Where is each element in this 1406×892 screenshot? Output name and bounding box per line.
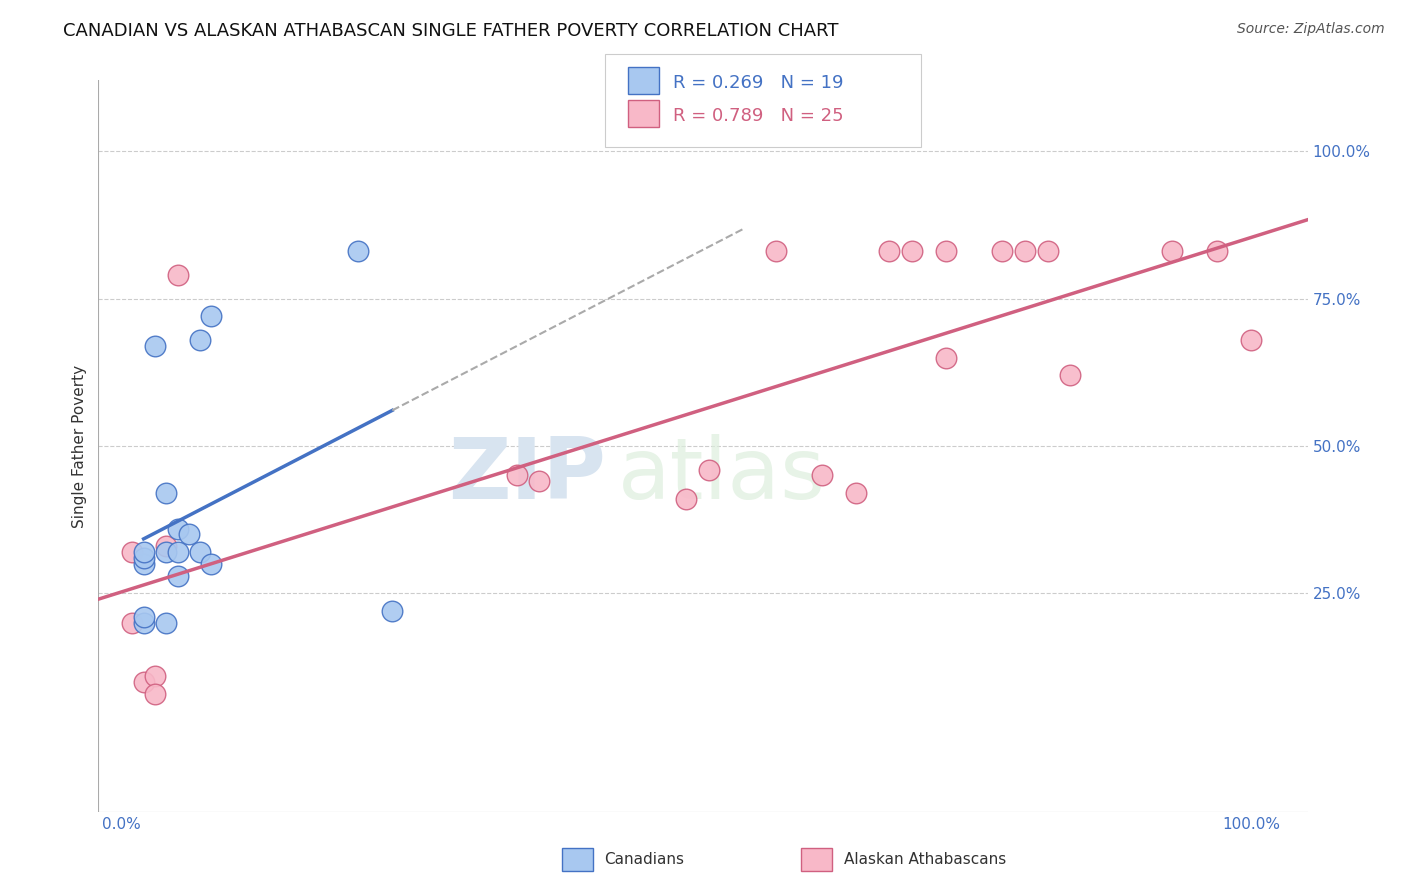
Point	[132, 551, 155, 566]
Point	[132, 675, 155, 690]
Point	[200, 557, 222, 571]
Y-axis label: Single Father Poverty: Single Father Poverty	[72, 365, 87, 527]
Point	[155, 545, 177, 559]
Text: Alaskan Athabascans: Alaskan Athabascans	[844, 853, 1005, 867]
Text: Source: ZipAtlas.com: Source: ZipAtlas.com	[1237, 22, 1385, 37]
Point	[177, 527, 200, 541]
Point	[1240, 333, 1263, 347]
Point	[132, 545, 155, 559]
Text: ZIP: ZIP	[449, 434, 606, 516]
Point	[1014, 244, 1036, 259]
Point	[1059, 368, 1081, 383]
Point	[132, 557, 155, 571]
Point	[1161, 244, 1184, 259]
Text: CANADIAN VS ALASKAN ATHABASCAN SINGLE FATHER POVERTY CORRELATION CHART: CANADIAN VS ALASKAN ATHABASCAN SINGLE FA…	[63, 22, 839, 40]
Point	[143, 687, 166, 701]
Text: R = 0.789   N = 25: R = 0.789 N = 25	[673, 107, 844, 125]
Point	[200, 310, 222, 324]
Point	[845, 486, 868, 500]
Point	[879, 244, 901, 259]
Point	[166, 522, 188, 536]
Point	[991, 244, 1014, 259]
Point	[121, 615, 143, 630]
Text: R = 0.269   N = 19: R = 0.269 N = 19	[673, 74, 844, 92]
Point	[935, 351, 957, 365]
Point	[121, 545, 143, 559]
Point	[155, 539, 177, 553]
Point	[166, 545, 188, 559]
Point	[901, 244, 924, 259]
Point	[188, 545, 211, 559]
Point	[810, 468, 832, 483]
Point	[166, 268, 188, 282]
Text: Canadians: Canadians	[605, 853, 685, 867]
Point	[381, 604, 404, 618]
Point	[132, 615, 155, 630]
Text: atlas: atlas	[619, 434, 827, 516]
Point	[505, 468, 527, 483]
Point	[143, 669, 166, 683]
Point	[166, 568, 188, 582]
Point	[1036, 244, 1059, 259]
Point	[1206, 244, 1229, 259]
Point	[765, 244, 787, 259]
Point	[347, 244, 370, 259]
Point	[675, 492, 697, 507]
Point	[935, 244, 957, 259]
Point	[155, 615, 177, 630]
Point	[132, 610, 155, 624]
Point	[697, 462, 720, 476]
Point	[155, 486, 177, 500]
Point	[188, 333, 211, 347]
Point	[527, 475, 550, 489]
Point	[143, 339, 166, 353]
